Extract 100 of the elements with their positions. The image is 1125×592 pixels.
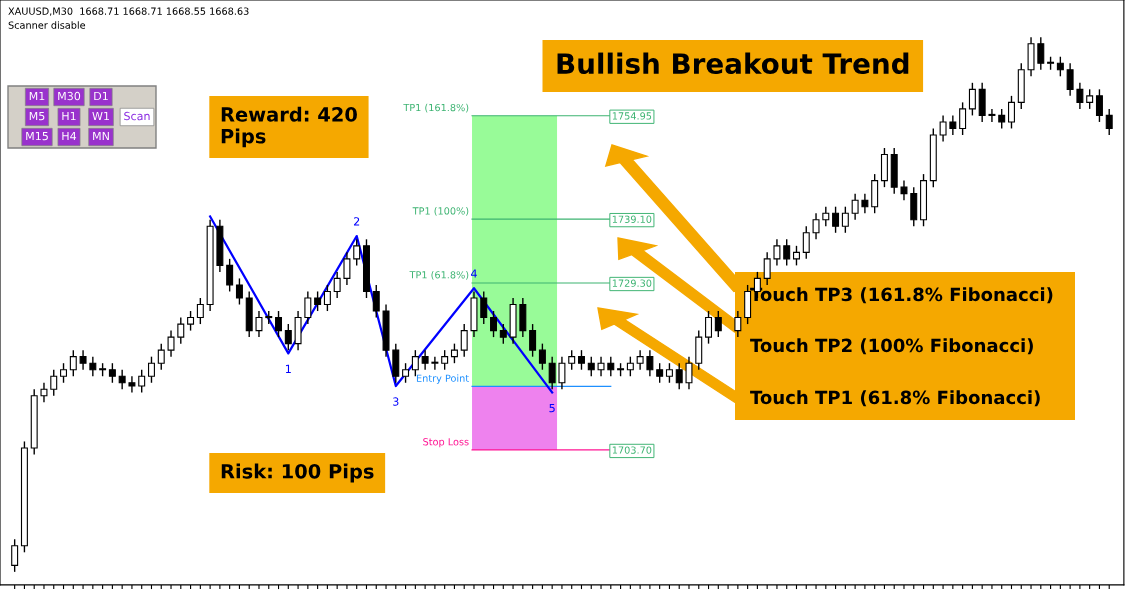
candlestick xyxy=(480,290,488,325)
candlestick xyxy=(460,323,468,358)
candlestick xyxy=(1095,88,1103,123)
annotation: 5 xyxy=(549,403,555,413)
candlestick xyxy=(734,310,742,338)
candlestick xyxy=(705,310,713,345)
candlestick xyxy=(939,114,947,143)
annotation: D1 xyxy=(94,91,108,101)
y-tick-label: 1703.70 xyxy=(612,446,652,454)
candlestick xyxy=(118,369,126,390)
candlestick xyxy=(832,206,840,234)
candlestick xyxy=(626,355,634,377)
candlestick xyxy=(138,369,146,394)
candlestick xyxy=(235,277,243,306)
candlestick xyxy=(812,212,820,241)
annotation: 2 xyxy=(353,217,360,226)
candlestick xyxy=(949,114,957,136)
candlestick xyxy=(411,349,419,377)
candlestick xyxy=(577,349,585,371)
y-tick-label: 1754.95 xyxy=(612,112,652,120)
annotation: Scanner disable xyxy=(8,21,86,29)
candlestick xyxy=(802,225,810,260)
candlestick xyxy=(333,271,341,299)
candlestick xyxy=(1056,56,1064,77)
candlestick xyxy=(11,538,19,573)
candlestick xyxy=(998,108,1006,130)
annotation: M1 xyxy=(29,91,45,101)
line-series xyxy=(209,215,554,394)
candlestick xyxy=(597,355,605,377)
candlestick xyxy=(196,297,204,325)
candlestick xyxy=(89,355,97,377)
candlestick xyxy=(490,310,498,338)
candlestick xyxy=(675,362,683,390)
annotation: Touch TP2 (100% Fibonacci) xyxy=(750,338,1033,355)
candlestick xyxy=(343,251,351,286)
candlestick xyxy=(421,349,429,371)
candlestick xyxy=(1076,82,1084,110)
y-tick-label: 1739.10 xyxy=(612,215,652,223)
candlestick xyxy=(822,206,830,227)
candlestick xyxy=(763,251,771,286)
candlestick xyxy=(988,108,996,123)
candlestick xyxy=(851,192,859,221)
annotation: Touch TP1 (61.8% Fibonacci) xyxy=(750,390,1040,407)
ref-line-label: Entry Point xyxy=(416,374,469,384)
annotation: Reward: 420 Pips xyxy=(221,106,357,148)
candlestick xyxy=(636,349,644,371)
candlestick xyxy=(665,362,673,384)
candlestick xyxy=(60,362,68,384)
candlestick xyxy=(607,355,615,377)
candlestick xyxy=(226,258,234,293)
candlestick xyxy=(177,316,185,345)
candlestick xyxy=(499,323,507,345)
annotation: Scan xyxy=(124,111,150,121)
candlestick xyxy=(968,82,976,117)
candlestick xyxy=(431,355,439,371)
candlestick xyxy=(323,284,331,312)
ref-line-label: TP1 (100%) xyxy=(412,207,469,216)
annotation: Risk: 100 Pips xyxy=(221,463,374,483)
candlestick xyxy=(147,355,155,384)
candlestick xyxy=(685,355,693,390)
candlestick xyxy=(40,382,48,404)
candlestick xyxy=(1037,36,1045,71)
annotation: XAUUSD,M30 1668.71 1668.71 1668.55 1668.63 xyxy=(8,7,249,16)
candlestick xyxy=(792,245,800,267)
annotation: H4 xyxy=(62,131,77,141)
candlestick xyxy=(69,349,77,377)
annotation: M5 xyxy=(29,111,45,121)
annotation: M15 xyxy=(26,131,48,141)
candlestick xyxy=(646,349,654,377)
candlestick xyxy=(529,323,537,358)
candlestick xyxy=(558,355,566,390)
candlestick xyxy=(157,342,165,371)
candlestick xyxy=(372,284,380,319)
candlestick xyxy=(187,310,195,332)
ref-line-label: TP1 (61.8%) xyxy=(409,270,469,280)
candlestick xyxy=(50,369,58,397)
candlestick xyxy=(314,290,322,312)
candlestick xyxy=(167,329,175,358)
y-tick-label: 1729.30 xyxy=(612,279,652,287)
candlestick xyxy=(304,290,312,325)
text: Bullish Breakout Trend xyxy=(557,52,909,75)
candlestick xyxy=(255,310,263,338)
candlestick xyxy=(783,238,791,267)
annotation: M30 xyxy=(58,91,81,101)
candlestick xyxy=(402,362,410,384)
candlestick xyxy=(79,349,87,371)
annotation: 3 xyxy=(393,397,399,406)
annotation: W1 xyxy=(92,111,109,121)
candlestick xyxy=(128,375,136,394)
candlestick xyxy=(900,179,908,201)
candlestick xyxy=(1008,95,1015,130)
candlestick xyxy=(538,342,546,371)
ref-line-label: TP1 (161.8%) xyxy=(403,103,469,113)
candlestick xyxy=(656,362,664,384)
candlestick xyxy=(1105,108,1113,136)
candlestick xyxy=(548,355,556,390)
candlestick xyxy=(568,349,576,371)
candlestick xyxy=(275,310,283,338)
candlestick xyxy=(353,238,361,267)
annotation: 4 xyxy=(470,269,477,278)
